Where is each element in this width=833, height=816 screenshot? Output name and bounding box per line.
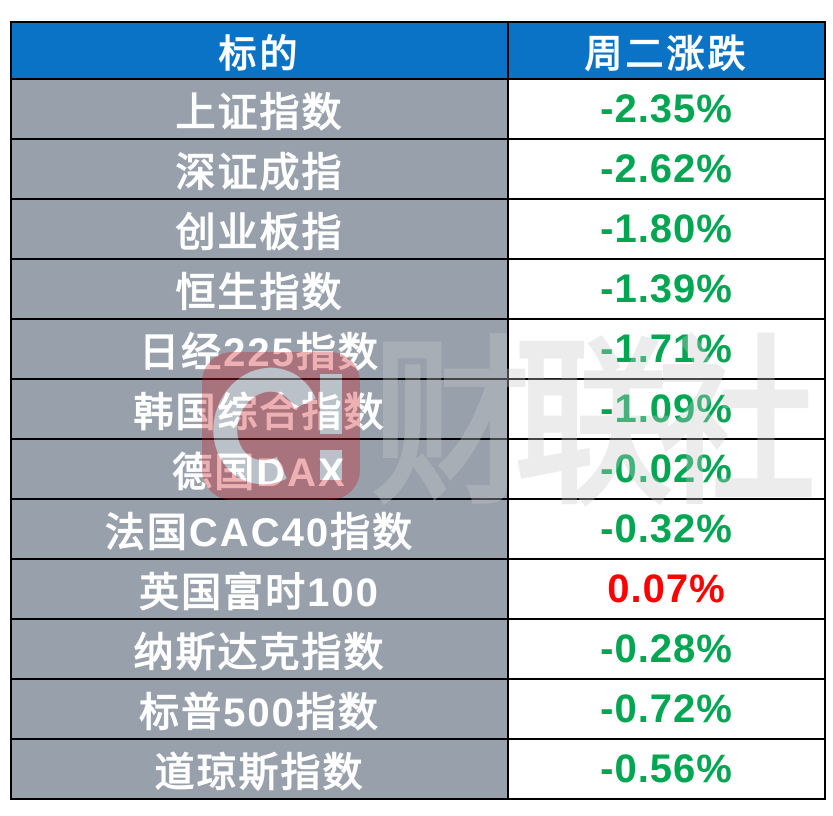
table-row: 法国CAC40指数 -0.32% bbox=[10, 498, 826, 560]
index-change-value: -0.28% bbox=[507, 618, 826, 680]
header-row: 标的 周二涨跌 bbox=[10, 21, 826, 80]
table-row: 标普500指数 -0.72% bbox=[10, 678, 826, 740]
table-row: 道琼斯指数 -0.56% bbox=[10, 738, 826, 800]
table-row: 深证成指 -2.62% bbox=[10, 138, 826, 200]
index-name: 深证成指 bbox=[10, 138, 509, 200]
index-change-value: -1.39% bbox=[507, 258, 826, 320]
header-target: 标的 bbox=[10, 21, 509, 80]
index-name: 创业板指 bbox=[10, 198, 509, 260]
index-name: 恒生指数 bbox=[10, 258, 509, 320]
table-row: 上证指数 -2.35% bbox=[10, 78, 826, 140]
index-change-value: -2.62% bbox=[507, 138, 826, 200]
index-name: 日经225指数 bbox=[10, 318, 509, 380]
table-row: 恒生指数 -1.39% bbox=[10, 258, 826, 320]
index-change-value: -1.71% bbox=[507, 318, 826, 380]
index-change-value: -0.56% bbox=[507, 738, 826, 800]
index-name: 韩国综合指数 bbox=[10, 378, 509, 440]
table-row: 韩国综合指数 -1.09% bbox=[10, 378, 826, 440]
index-name: 德国DAX bbox=[10, 438, 509, 500]
header-tuesday-change: 周二涨跌 bbox=[507, 21, 826, 80]
index-change-value: -1.09% bbox=[507, 378, 826, 440]
table-header: 标的 周二涨跌 bbox=[10, 21, 826, 80]
table-row: 英国富时100 0.07% bbox=[10, 558, 826, 620]
table-row: 德国DAX -0.02% bbox=[10, 438, 826, 500]
index-change-value: -2.35% bbox=[507, 78, 826, 140]
index-change-value: -0.72% bbox=[507, 678, 826, 740]
market-index-table: 标的 周二涨跌 上证指数 -2.35% 深证成指 -2.62% 创业板指 -1.… bbox=[10, 21, 826, 800]
table-row: 纳斯达克指数 -0.28% bbox=[10, 618, 826, 680]
index-change-value: 0.07% bbox=[507, 558, 826, 620]
index-name: 标普500指数 bbox=[10, 678, 509, 740]
index-change-value: -1.80% bbox=[507, 198, 826, 260]
index-name: 纳斯达克指数 bbox=[10, 618, 509, 680]
index-name: 上证指数 bbox=[10, 78, 509, 140]
table-row: 创业板指 -1.80% bbox=[10, 198, 826, 260]
table-row: 日经225指数 -1.71% bbox=[10, 318, 826, 380]
index-change-value: -0.02% bbox=[507, 438, 826, 500]
index-name: 道琼斯指数 bbox=[10, 738, 509, 800]
index-name: 英国富时100 bbox=[10, 558, 509, 620]
index-change-value: -0.32% bbox=[507, 498, 826, 560]
index-name: 法国CAC40指数 bbox=[10, 498, 509, 560]
table-body: 上证指数 -2.35% 深证成指 -2.62% 创业板指 -1.80% 恒生指数… bbox=[10, 78, 826, 800]
